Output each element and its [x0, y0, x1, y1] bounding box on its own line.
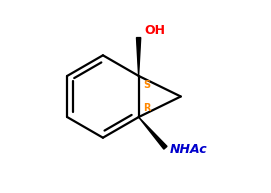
Text: OH: OH [144, 24, 165, 37]
Text: NHAc: NHAc [170, 143, 208, 156]
Text: R: R [143, 103, 151, 113]
Polygon shape [138, 117, 167, 149]
Polygon shape [137, 38, 141, 76]
Text: S: S [143, 80, 150, 90]
